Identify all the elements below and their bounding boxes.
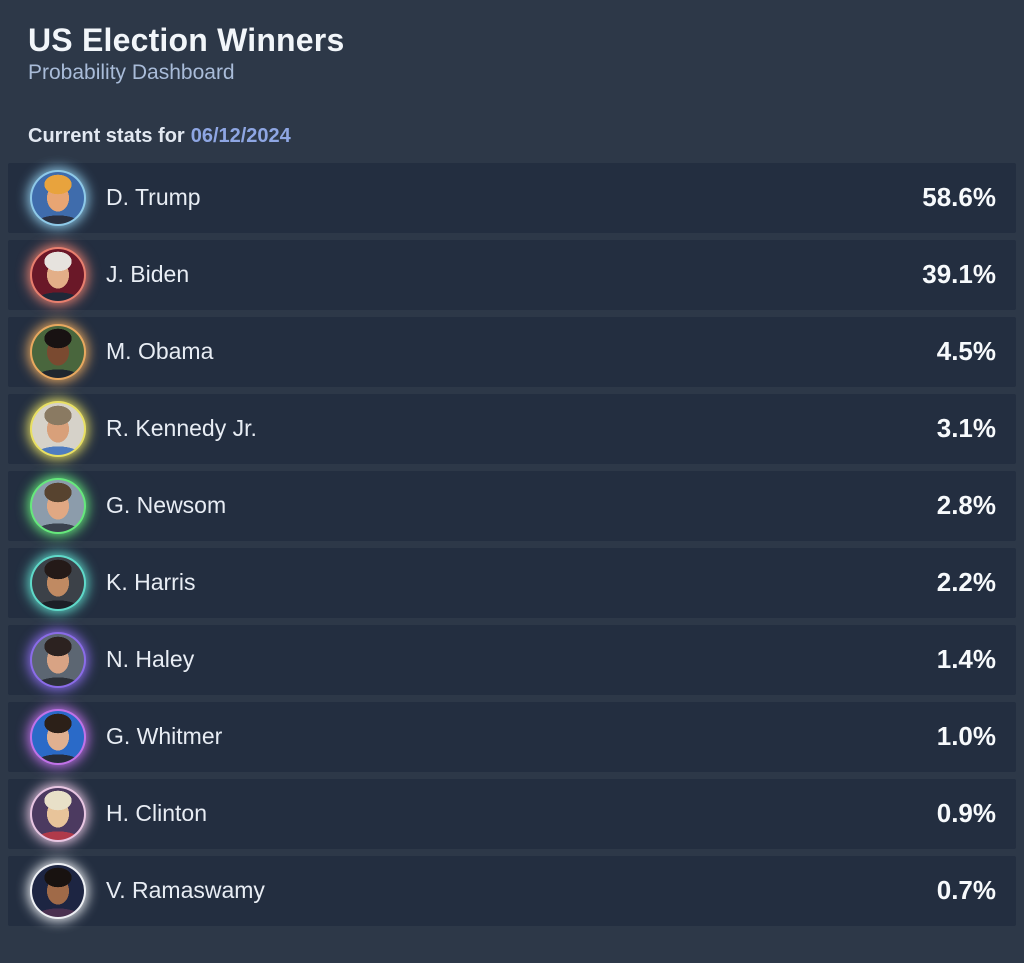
dashboard-header: US Election Winners Probability Dashboar… <box>0 0 1024 148</box>
stats-line: Current stats for 06/12/2024 <box>28 125 996 148</box>
biden-photo-icon <box>32 248 84 301</box>
candidate-name: K. Harris <box>106 569 196 596</box>
candidate-name: V. Ramaswamy <box>106 877 265 904</box>
candidate-percent: 2.2% <box>936 567 996 598</box>
candidate-name: N. Haley <box>106 646 195 673</box>
haley-photo-icon <box>32 633 84 686</box>
candidate-percent: 0.7% <box>936 875 996 906</box>
candidate-row-ramaswamy[interactable]: V. Ramaswamy 0.7% <box>8 855 1016 926</box>
whitmer-photo-icon <box>32 710 84 763</box>
page-subtitle: Probability Dashboard <box>28 60 235 84</box>
candidate-name: D. Trump <box>106 184 201 211</box>
stats-date-link[interactable]: 06/12/2024 <box>190 124 291 147</box>
candidate-row-obama[interactable]: M. Obama 4.5% <box>8 316 1016 387</box>
candidate-row-newsom[interactable]: G. Newsom 2.8% <box>8 470 1016 541</box>
obama-photo-icon <box>32 325 84 378</box>
candidate-row-trump[interactable]: D. Trump 58.6% <box>8 162 1016 233</box>
candidate-row-haley[interactable]: N. Haley 1.4% <box>8 624 1016 695</box>
candidate-percent: 58.6% <box>922 182 996 213</box>
page-title: US Election Winners <box>28 22 345 58</box>
ramaswamy-photo-icon <box>32 864 84 917</box>
candidate-row-clinton[interactable]: H. Clinton 0.9% <box>8 778 1016 849</box>
candidate-percent: 1.4% <box>936 644 996 675</box>
kennedy-photo-icon <box>32 402 84 455</box>
candidate-name: J. Biden <box>106 261 190 288</box>
stats-label: Current stats for <box>28 124 185 147</box>
candidate-percent: 1.0% <box>936 721 996 752</box>
candidate-row-biden[interactable]: J. Biden 39.1% <box>8 239 1016 310</box>
candidate-percent: 4.5% <box>936 336 996 367</box>
candidate-name: R. Kennedy Jr. <box>106 415 257 442</box>
candidate-list: D. Trump 58.6% J. Biden 39.1% M. Obama 4… <box>8 162 1016 926</box>
candidate-percent: 0.9% <box>936 798 996 829</box>
harris-photo-icon <box>32 556 84 609</box>
clinton-photo-icon <box>32 787 84 840</box>
candidate-percent: 39.1% <box>922 259 996 290</box>
newsom-photo-icon <box>32 479 84 532</box>
candidate-name: H. Clinton <box>106 800 207 827</box>
candidate-name: G. Newsom <box>106 492 227 519</box>
candidate-name: M. Obama <box>106 338 214 365</box>
candidate-percent: 3.1% <box>936 413 996 444</box>
candidate-row-kennedy[interactable]: R. Kennedy Jr. 3.1% <box>8 393 1016 464</box>
candidate-percent: 2.8% <box>936 490 996 521</box>
trump-photo-icon <box>32 171 84 224</box>
candidate-name: G. Whitmer <box>106 723 223 750</box>
candidate-row-harris[interactable]: K. Harris 2.2% <box>8 547 1016 618</box>
candidate-row-whitmer[interactable]: G. Whitmer 1.0% <box>8 701 1016 772</box>
